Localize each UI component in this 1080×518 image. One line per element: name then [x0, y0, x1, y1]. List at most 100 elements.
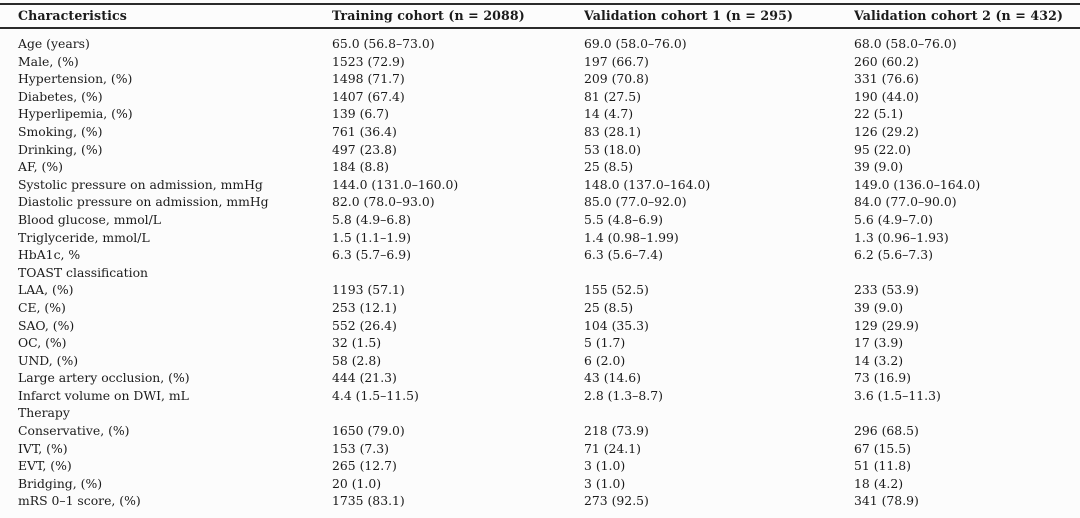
table-row: Triglyceride, mmol/L 1.5 (1.1–1.9) 1.4 (0.… — [0, 229, 1080, 247]
column-header-characteristics: Characteristics — [0, 3, 332, 29]
row-value: 3 (1.0) — [584, 458, 626, 474]
row-value: 233 (53.9) — [854, 282, 919, 298]
row-label: EVT, (%) — [18, 458, 72, 474]
row-value: 144.0 (131.0–160.0) — [332, 176, 459, 192]
row-value: 1523 (72.9) — [332, 53, 405, 69]
row-label: Diastolic pressure on admission, mmHg — [18, 194, 269, 210]
row-label: Large artery occlusion, (%) — [18, 370, 190, 386]
table-row: OC, (%) 32 (1.5) 5 (1.7) 17 (3.9) — [0, 334, 1080, 352]
table-row: Smoking, (%) 761 (36.4) 83 (28.1) 126 (29.2… — [0, 123, 1080, 141]
row-value: 5 (1.7) — [584, 335, 626, 351]
row-value: 218 (73.9) — [584, 423, 649, 439]
row-label: Smoking, (%) — [18, 123, 103, 139]
row-label: IVT, (%) — [18, 440, 68, 456]
row-value: 3 (1.0) — [584, 475, 626, 491]
row-value: 1498 (71.7) — [332, 71, 405, 87]
row-label: HbA1c, % — [18, 247, 81, 263]
table-row: LAA, (%) 1193 (57.1) 155 (52.5) 233 (53.9) — [0, 281, 1080, 299]
row-value — [854, 264, 1080, 282]
row-label: LAA, (%) — [18, 282, 74, 298]
row-label: Blood glucose, mmol/L — [18, 211, 162, 227]
row-label: mRS 0–1 score, (%) — [18, 493, 141, 509]
row-value: 1.4 (0.98–1.99) — [584, 229, 679, 245]
row-value: 20 (1.0) — [332, 475, 382, 491]
table-row: Infarct volume on DWI, mL 4.4 (1.5–11.5) 2… — [0, 387, 1080, 405]
row-value: 190 (44.0) — [854, 88, 919, 104]
row-value: 1407 (67.4) — [332, 88, 405, 104]
table-row: Large artery occlusion, (%) 444 (21.3) 43 … — [0, 369, 1080, 387]
row-value: 51 (11.8) — [854, 458, 911, 474]
row-value: 68.0 (58.0–76.0) — [854, 36, 957, 51]
row-value: 83 (28.1) — [584, 123, 641, 139]
row-value: 84.0 (77.0–90.0) — [854, 194, 957, 210]
row-value: 331 (76.6) — [854, 71, 919, 87]
table-row: Blood glucose, mmol/L 5.8 (4.9–6.8) 5.5 (4… — [0, 211, 1080, 229]
row-value: 209 (70.8) — [584, 71, 649, 87]
row-value: 39 (9.0) — [854, 299, 904, 315]
table-row: UND, (%) 58 (2.8) 6 (2.0) 14 (3.2) — [0, 352, 1080, 370]
row-label: Drinking, (%) — [18, 141, 103, 157]
row-value: 17 (3.9) — [854, 335, 904, 351]
table-row: Therapy — [0, 404, 1080, 422]
row-value — [332, 404, 584, 422]
row-label: Systolic pressure on admission, mmHg — [18, 176, 263, 192]
row-label: Bridging, (%) — [18, 475, 103, 491]
row-value: 260 (60.2) — [854, 53, 919, 69]
row-value: 14 (4.7) — [584, 106, 634, 122]
row-value: 296 (68.5) — [854, 423, 919, 439]
row-value — [854, 404, 1080, 422]
row-value: 81 (27.5) — [584, 88, 641, 104]
row-value: 82.0 (78.0–93.0) — [332, 194, 435, 210]
table-row: TOAST classification — [0, 264, 1080, 282]
row-value: 139 (6.7) — [332, 106, 389, 122]
row-value: 1650 (79.0) — [332, 423, 405, 439]
table-body: Age (years) 65.0 (56.8–73.0) 69.0 (58.0–76… — [0, 28, 1080, 510]
row-label: Diabetes, (%) — [18, 88, 103, 104]
row-value: 5.8 (4.9–6.8) — [332, 211, 411, 227]
row-label: CE, (%) — [18, 299, 66, 315]
row-value: 25 (8.5) — [584, 159, 634, 175]
row-value: 67 (15.5) — [854, 440, 911, 456]
row-value: 1193 (57.1) — [332, 282, 405, 298]
row-value: 95 (22.0) — [854, 141, 911, 157]
row-value: 149.0 (136.0–164.0) — [854, 176, 981, 192]
table-row: EVT, (%) 265 (12.7) 3 (1.0) 51 (11.8) — [0, 457, 1080, 475]
table-header: Characteristics Training cohort (n = 208… — [0, 3, 1080, 29]
row-label: Triglyceride, mmol/L — [18, 229, 150, 245]
column-header-validation-cohort-2: Validation cohort 2 (n = 432) — [854, 3, 1080, 29]
row-label: SAO, (%) — [18, 317, 75, 333]
table-row: CE, (%) 253 (12.1) 25 (8.5) 39 (9.0) — [0, 299, 1080, 317]
row-value: 761 (36.4) — [332, 123, 397, 139]
row-value: 126 (29.2) — [854, 123, 919, 139]
row-value: 85.0 (77.0–92.0) — [584, 194, 687, 210]
row-value: 341 (78.9) — [854, 493, 919, 509]
table-row: Age (years) 65.0 (56.8–73.0) 69.0 (58.0–76… — [0, 28, 1080, 53]
row-value: 69.0 (58.0–76.0) — [584, 36, 687, 51]
column-header-validation-cohort-1: Validation cohort 1 (n = 295) — [584, 3, 854, 29]
row-value — [584, 404, 854, 422]
row-value: 71 (24.1) — [584, 440, 641, 456]
row-value: 552 (26.4) — [332, 317, 397, 333]
row-value: 5.5 (4.8–6.9) — [584, 211, 663, 227]
row-value: 148.0 (137.0–164.0) — [584, 176, 711, 192]
row-value: 197 (66.7) — [584, 53, 649, 69]
row-value: 6.3 (5.7–6.9) — [332, 247, 411, 263]
row-value: 153 (7.3) — [332, 440, 389, 456]
row-value: 73 (16.9) — [854, 370, 911, 386]
table-row: Hypertension, (%) 1498 (71.7) 209 (70.8) 33… — [0, 70, 1080, 88]
row-value: 65.0 (56.8–73.0) — [332, 36, 435, 51]
table-row: Drinking, (%) 497 (23.8) 53 (18.0) 95 (22.0… — [0, 141, 1080, 159]
row-value: 184 (8.8) — [332, 159, 389, 175]
row-value: 253 (12.1) — [332, 299, 397, 315]
table-row: Hyperlipemia, (%) 139 (6.7) 14 (4.7) 22 (5.… — [0, 105, 1080, 123]
row-value: 4.4 (1.5–11.5) — [332, 387, 419, 403]
table-row: AF, (%) 184 (8.8) 25 (8.5) 39 (9.0) — [0, 158, 1080, 176]
row-label: Hypertension, (%) — [18, 71, 133, 87]
row-label: Conservative, (%) — [18, 423, 130, 439]
row-value: 43 (14.6) — [584, 370, 641, 386]
row-value: 5.6 (4.9–7.0) — [854, 211, 933, 227]
row-value: 58 (2.8) — [332, 352, 382, 368]
row-value: 39 (9.0) — [854, 159, 904, 175]
row-value: 6.2 (5.6–7.3) — [854, 247, 933, 263]
